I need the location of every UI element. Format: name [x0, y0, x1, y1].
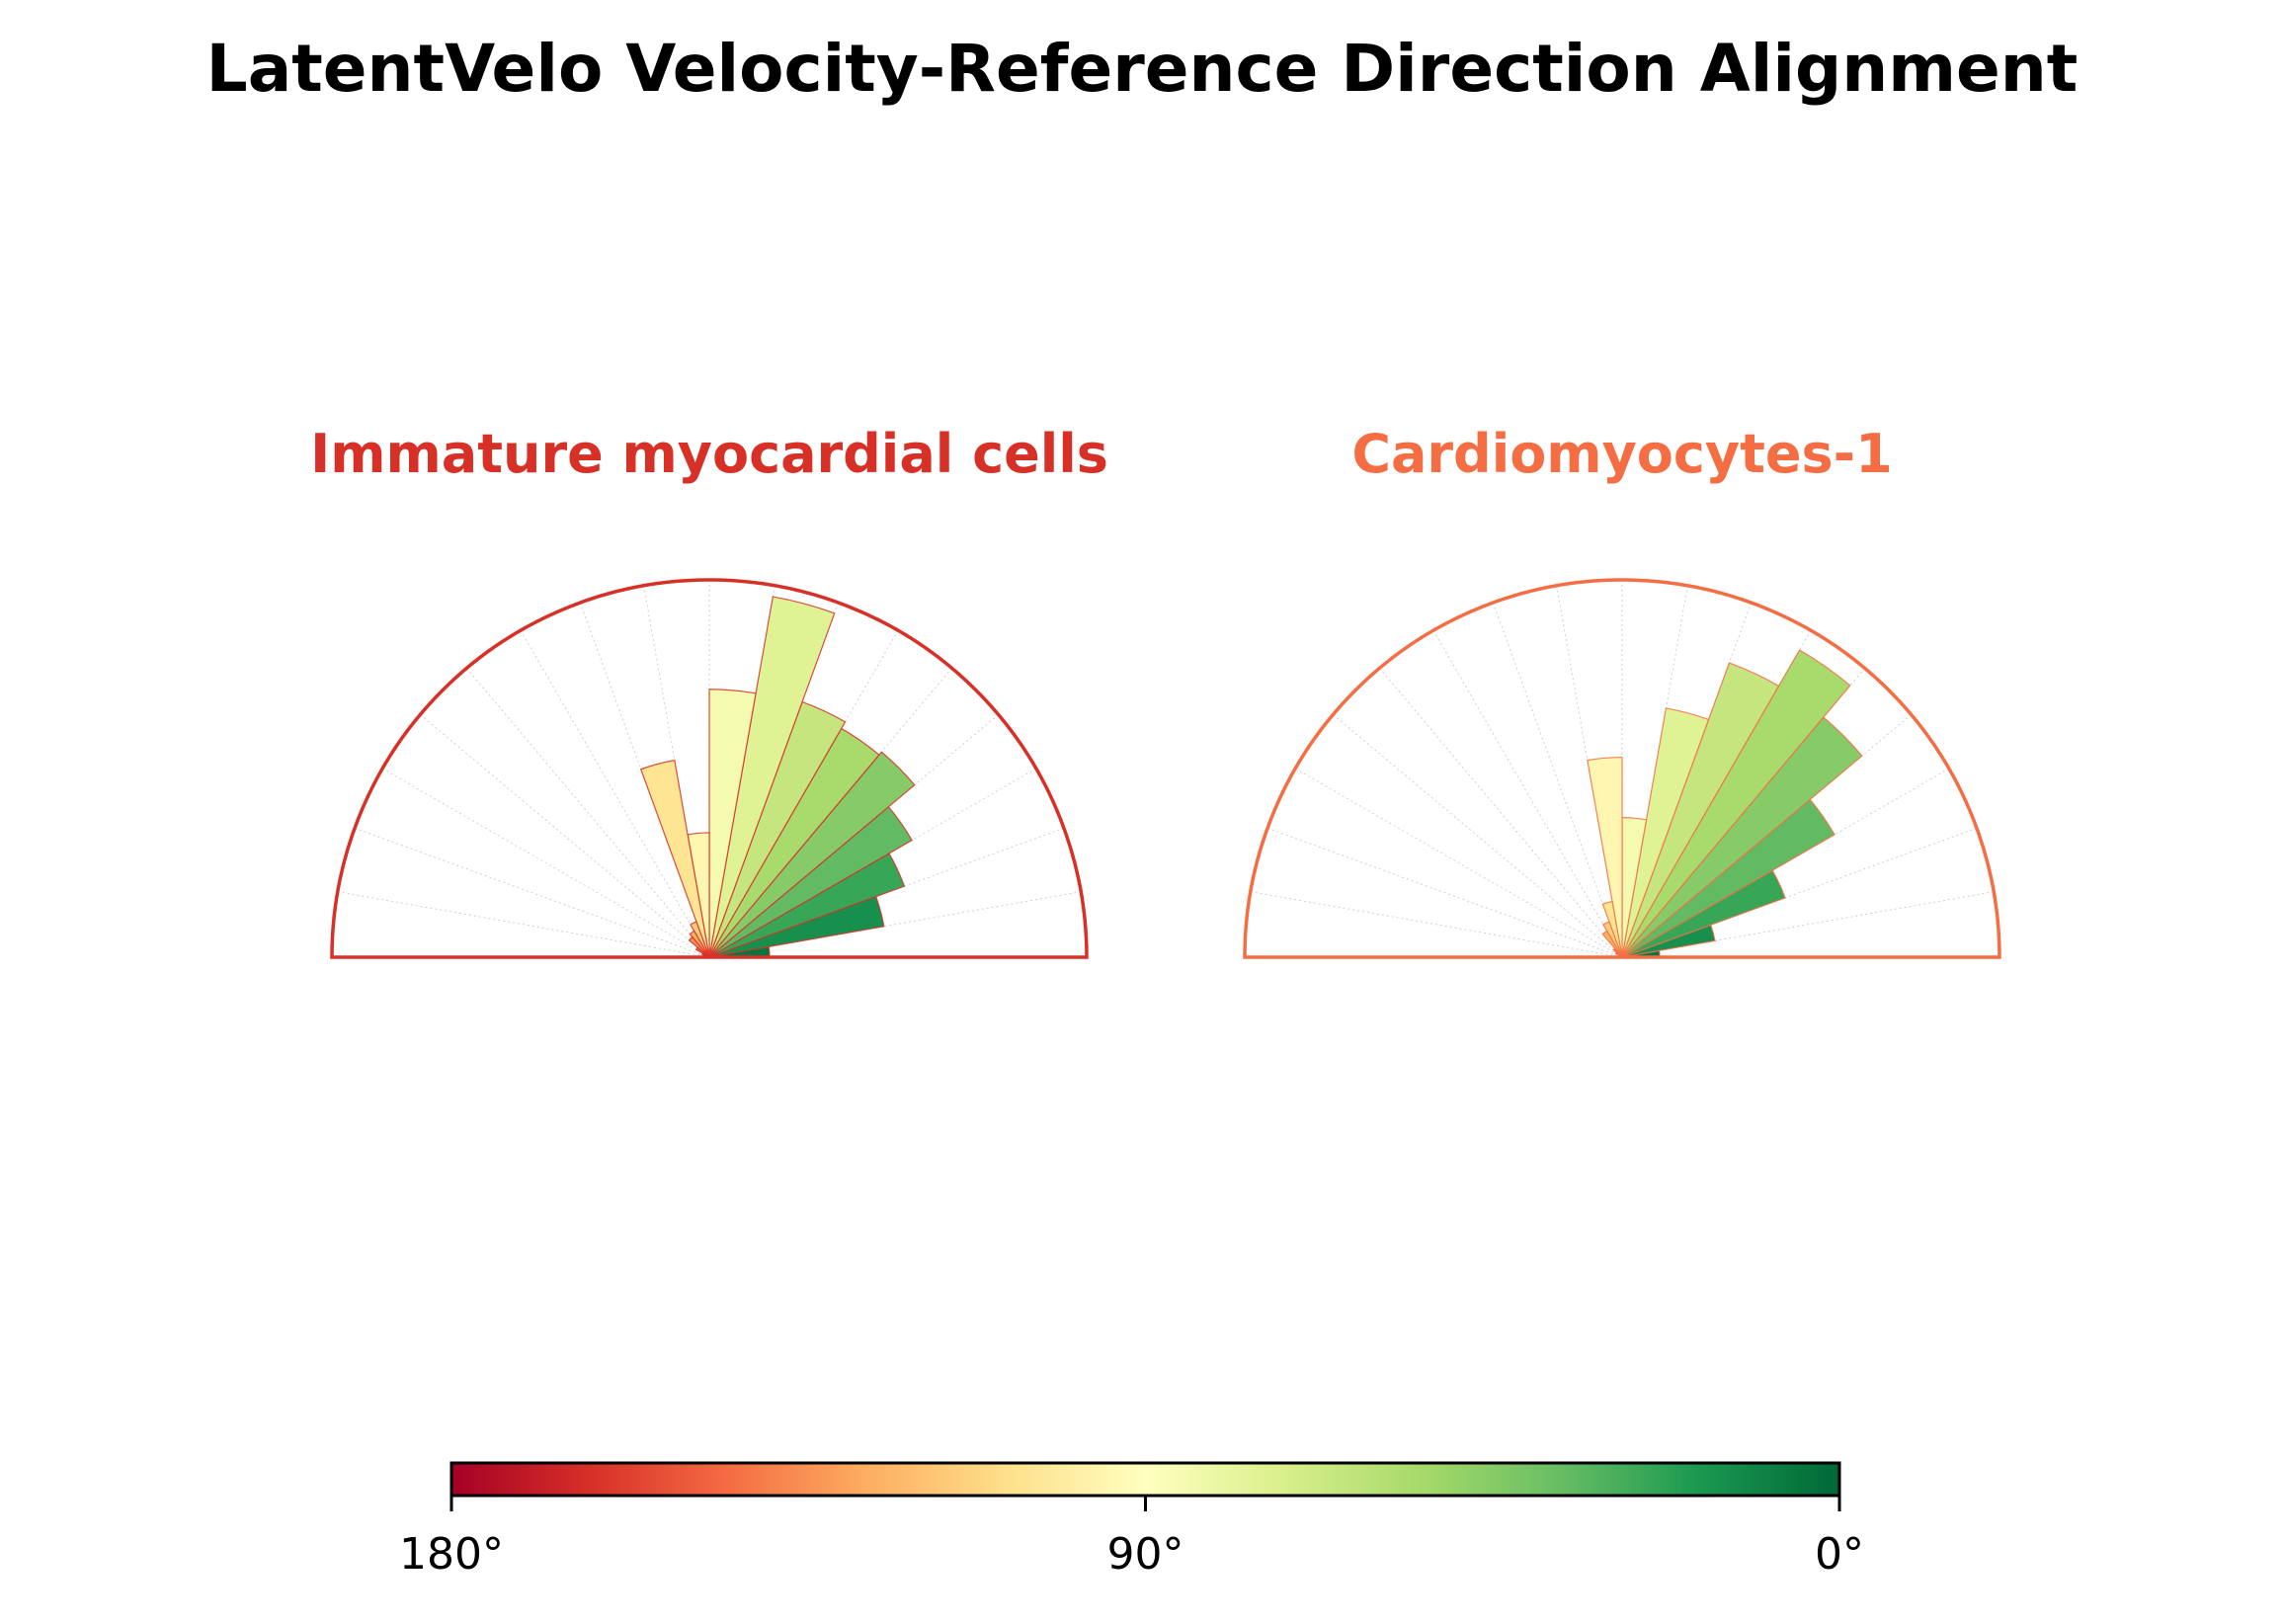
colorbar-tick-label: 180°: [399, 1529, 504, 1580]
polar-panel: Cardiomyocytes-1: [1243, 423, 2001, 959]
grid-spoke: [466, 668, 710, 958]
grid-spoke: [1621, 827, 1978, 958]
grid-spoke: [1333, 714, 1623, 958]
polar-panels: Immature myocardial cells Cardiomyocytes-…: [310, 423, 2001, 959]
colorbar: 180° 90° 0°: [399, 1461, 1864, 1580]
histogram-bar: [708, 689, 757, 958]
polar-panel: Immature myocardial cells: [310, 423, 1108, 959]
polar-frame: [330, 578, 1089, 959]
histogram-bar: [708, 596, 836, 958]
histogram-bar: [688, 935, 710, 958]
grid-spoke: [1379, 668, 1623, 958]
grid-spoke: [420, 714, 710, 958]
histogram-bar: [708, 751, 916, 958]
histogram-bar: [639, 759, 710, 958]
grid-spoke: [1294, 768, 1623, 958]
panel-title: Immature myocardial cells: [310, 423, 1108, 485]
grid-spoke: [520, 629, 710, 958]
histogram-bar: [1621, 707, 1710, 958]
grid-spoke: [337, 891, 710, 958]
grid-spoke: [1250, 891, 1623, 958]
colorbar-tick-label: 0°: [1815, 1529, 1864, 1580]
colorbar-gradient: [449, 1461, 1841, 1498]
grid-spoke: [1621, 891, 1995, 958]
grid-spoke: [354, 827, 710, 958]
histogram-bar: [1621, 649, 1851, 958]
polar-frame: [1243, 578, 2001, 959]
colorbar-tick-label: 90°: [1107, 1529, 1184, 1580]
grid-spoke: [381, 768, 710, 958]
grid-spoke: [1266, 827, 1623, 958]
histogram-bar: [1621, 662, 1780, 958]
chart-title: LatentVelo Velocity-Reference Direction …: [206, 31, 2079, 107]
grid-spoke: [1492, 602, 1623, 958]
panel-title: Cardiomyocytes-1: [1351, 423, 1892, 485]
grid-spoke: [708, 891, 1082, 958]
grid-spoke: [1432, 629, 1623, 958]
